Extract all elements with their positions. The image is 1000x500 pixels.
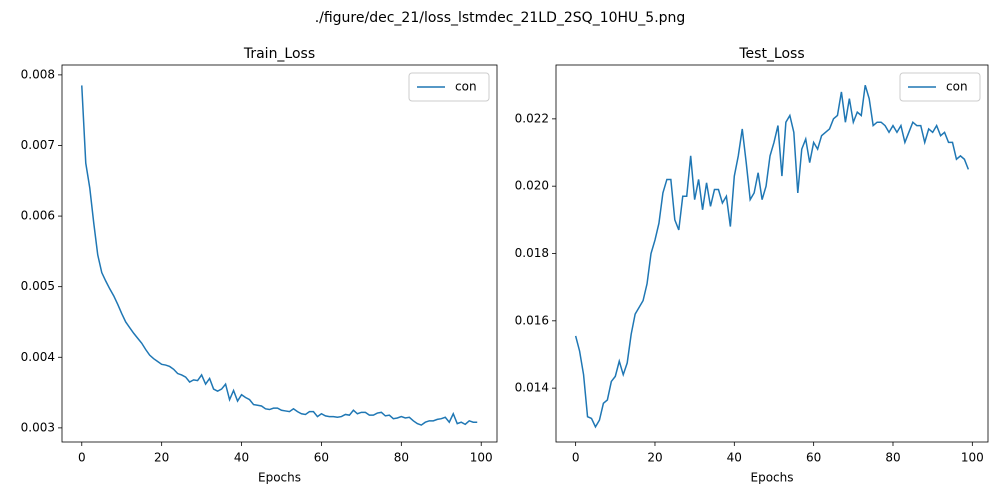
legend-label: con: [946, 80, 968, 94]
y-tick-label: 0.006: [21, 209, 55, 223]
x-tick-label: 60: [806, 451, 821, 465]
y-tick-label: 0.022: [515, 111, 549, 125]
axes-title: Train_Loss: [243, 46, 315, 62]
y-tick-label: 0.005: [21, 279, 55, 293]
x-tick-label: 40: [727, 451, 742, 465]
y-tick-label: 0.016: [515, 313, 549, 327]
x-tick-label: 100: [470, 451, 493, 465]
line-series: [574, 84, 970, 429]
legend-box: [408, 72, 490, 102]
x-tick-label: 80: [394, 451, 409, 465]
axes-title: Test_Loss: [738, 46, 804, 62]
legend-label: con: [455, 80, 477, 94]
x-tick-label: 40: [234, 451, 249, 465]
y-tick-label: 0.007: [21, 138, 55, 152]
axes-frame: [61, 64, 498, 443]
legend-box: [899, 72, 981, 102]
line-series: [81, 85, 478, 426]
x-tick-label: 0: [572, 451, 580, 465]
y-tick-label: 0.008: [21, 67, 55, 81]
y-tick-label: 0.004: [21, 350, 55, 364]
x-tick-label: 20: [154, 451, 169, 465]
x-tick-label: 0: [78, 451, 86, 465]
y-tick-label: 0.014: [515, 381, 549, 395]
y-tick-label: 0.003: [21, 420, 55, 434]
y-tick-label: 0.020: [515, 179, 549, 193]
x-axis-label: Epochs: [258, 471, 301, 485]
axes-frame: [555, 64, 989, 443]
x-axis-label: Epochs: [751, 471, 794, 485]
figure-title: ./figure/dec_21/loss_lstmdec_21LD_2SQ_10…: [315, 10, 686, 26]
y-tick-label: 0.018: [515, 246, 549, 260]
x-tick-label: 20: [647, 451, 662, 465]
x-tick-label: 100: [961, 451, 984, 465]
x-tick-label: 60: [314, 451, 329, 465]
x-tick-label: 80: [885, 451, 900, 465]
